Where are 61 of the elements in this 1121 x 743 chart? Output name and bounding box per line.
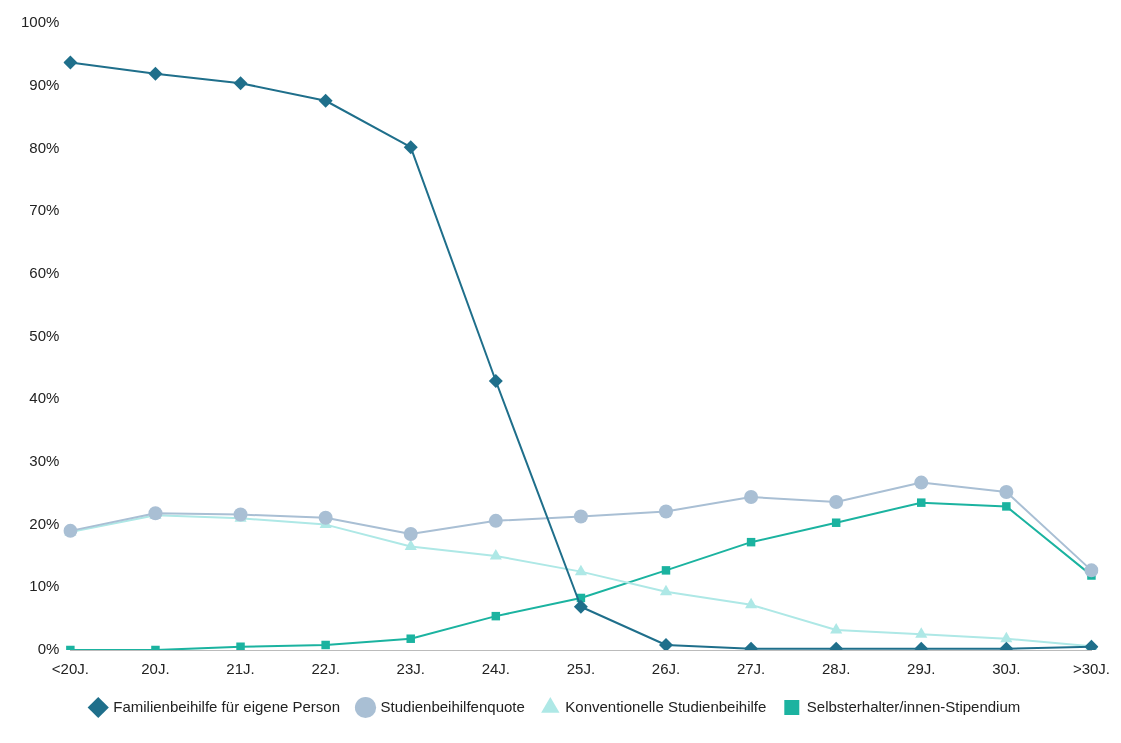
point <box>321 640 330 650</box>
point <box>914 475 929 490</box>
y-tick-label: 80% <box>29 138 60 156</box>
x-tick-label: 26J. <box>651 660 681 678</box>
x-tick-label: 23J. <box>396 660 425 678</box>
point <box>830 622 843 634</box>
point <box>829 495 844 510</box>
point <box>573 599 588 614</box>
point <box>318 510 333 525</box>
point <box>1000 631 1013 643</box>
x-tick-label: 28J. <box>821 660 851 678</box>
y-tick-label: 30% <box>29 452 60 470</box>
x-tick-label: <20J. <box>51 660 89 678</box>
point <box>488 374 503 389</box>
y-tick-label: 100% <box>20 13 60 31</box>
legend-label: Studienbeihilfenquote <box>380 697 525 715</box>
x-tick-label: 29J. <box>907 660 936 678</box>
y-tick-label: 70% <box>29 201 60 219</box>
point <box>999 485 1014 499</box>
point <box>403 140 418 155</box>
point <box>233 76 248 91</box>
point <box>745 597 758 609</box>
point <box>403 527 418 542</box>
x-tick-label: 22J. <box>311 660 340 678</box>
point <box>831 518 841 527</box>
x-tick-label: 30J. <box>992 660 1021 678</box>
y-tick-label: 50% <box>29 326 60 344</box>
point <box>658 637 673 650</box>
point <box>233 507 248 522</box>
point <box>659 584 673 596</box>
y-tick-label: 40% <box>29 389 60 407</box>
y-tick-label: 10% <box>29 577 60 595</box>
y-tick-label: 90% <box>29 75 60 93</box>
y-tick-label: 0% <box>37 640 60 658</box>
x-tick-label: 27J. <box>736 660 766 678</box>
point <box>915 627 928 638</box>
point <box>661 566 671 575</box>
legend-label: Familienbeihilfe für eigene Person <box>113 697 341 715</box>
point <box>744 490 759 505</box>
point <box>318 93 333 108</box>
point <box>1002 502 1011 511</box>
point <box>658 504 673 519</box>
point <box>406 634 415 643</box>
y-tick-label: 60% <box>29 263 60 281</box>
x-tick-label: 20J. <box>141 660 170 678</box>
x-tick-label: 25J. <box>566 660 596 678</box>
legend-label: Selbsterhalter/innen-Stipendium <box>806 697 1021 715</box>
x-tick-label: 24J. <box>481 660 510 678</box>
x-tick-label: 21J. <box>226 660 255 678</box>
point <box>574 564 587 576</box>
point <box>489 548 502 560</box>
point <box>488 513 503 528</box>
point <box>1084 563 1099 578</box>
point <box>236 642 245 650</box>
point <box>148 66 163 81</box>
legend-label: Konventionelle Studienbeihilfe <box>565 697 767 715</box>
point <box>917 498 926 507</box>
point <box>63 55 78 70</box>
x-tick-label: >30J. <box>1072 660 1111 678</box>
point <box>573 509 588 524</box>
y-tick-label: 20% <box>29 514 60 532</box>
